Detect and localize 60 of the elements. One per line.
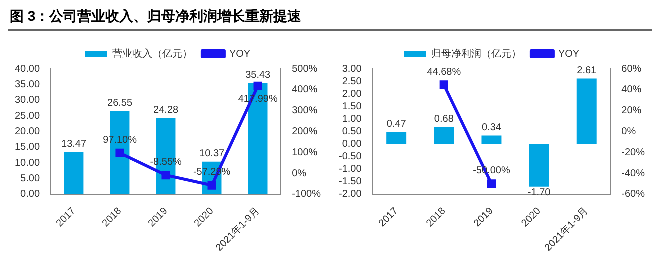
point [208,181,216,190]
bar [576,78,597,144]
bar [529,144,550,187]
y2-tick-label: 200% [292,126,318,138]
y-tick-label: 10.00 [14,158,40,169]
y2-tick-label: -100% [292,189,322,200]
y-tick-label: 1.00 [342,114,362,125]
bar [434,127,454,144]
y-tick-label: 30.00 [14,95,40,106]
point [254,82,262,90]
data-label: 0.47 [386,119,407,130]
point [162,170,170,180]
y-tick-label: 40.00 [14,64,40,75]
legend-label: YOY [229,48,251,60]
y2-tick-label: 40% [622,84,642,96]
y-tick-label: 25.00 [14,110,40,122]
y-tick-label: -1.00 [338,164,362,176]
y2-tick-label: -20% [622,147,646,158]
y-tick-label: 0.00 [20,189,40,200]
y-tick-label: -2.00 [338,189,362,200]
y-tick-label: 0.00 [342,139,362,150]
y2-tick-label: 20% [622,106,642,117]
y-tick-label: 0.50 [342,126,362,138]
y-tick-label: 2.50 [342,76,362,88]
y2-tick-label: 0% [292,168,307,180]
chart-title: 图 3：公司营业收入、归母净利润增长重新提速 [8,8,652,31]
bar [482,136,502,144]
y-tick-label: 5.00 [20,173,40,184]
y-tick-label: -0.50 [338,152,362,163]
bar [386,132,407,144]
data-label: -57.29% [193,167,231,178]
y2-tick-label: 60% [622,64,642,75]
data-label: 44.68% [427,66,462,78]
y2-tick-label: 0% [622,126,636,138]
y-tick-label: -1.50 [338,176,362,188]
data-label: 24.28 [154,105,180,116]
bar [64,152,84,194]
legend-label: 营业收入（亿元） [112,48,192,60]
y-tick-label: 3.00 [342,64,362,75]
data-label: 0.34 [482,122,502,134]
y-tick-label: 35.00 [14,79,40,90]
data-label: 13.47 [62,138,87,150]
y2-tick-label: 400% [292,84,318,96]
y-tick-label: 1.50 [342,101,362,112]
legend-label: YOY [558,48,580,60]
data-label: 35.43 [246,70,272,82]
data-label: 0.68 [434,114,454,125]
y-tick-label: 15.00 [14,142,40,154]
y-tick-label: 2.00 [342,88,362,100]
y2-tick-label: 300% [292,106,318,117]
legend-label: 归母净利润（亿元） [431,48,522,60]
y2-tick-label: -40% [622,168,646,180]
point [116,148,124,158]
y-tick-label: 20.00 [14,126,40,138]
y2-tick-label: 500% [292,64,318,75]
y2-tick-label: -60% [622,189,646,200]
data-label: 10.37 [200,148,226,160]
data-label: 26.55 [108,98,133,109]
y2-tick-label: 100% [292,147,318,158]
data-label: 2.61 [577,66,598,77]
